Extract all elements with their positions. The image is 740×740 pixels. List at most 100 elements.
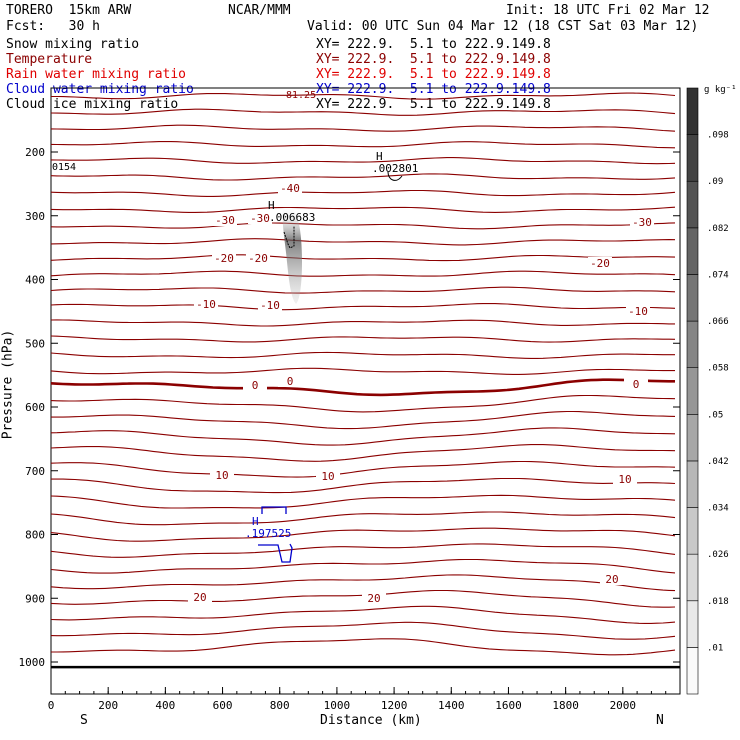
legend-snow-xy: XY= 222.9. 5.1 to 222.9.149.8 xyxy=(316,37,551,52)
colorbar-swatch xyxy=(686,227,699,275)
contour-label-bg xyxy=(278,375,302,387)
contour-label-bg xyxy=(258,299,282,311)
extremum-value: .002801 xyxy=(372,162,419,175)
isotherm xyxy=(50,460,676,478)
x-tick-label: 0 xyxy=(48,699,55,712)
colorbar-swatch xyxy=(686,600,699,648)
init-label: Init: 18 UTC Fri 02 Mar 12 xyxy=(506,3,710,18)
isotherm xyxy=(51,410,676,430)
colorbar-tick-label: .026 xyxy=(707,550,729,560)
contour-label: 10 xyxy=(618,473,631,486)
colorbar-swatch xyxy=(686,367,699,415)
isotherm xyxy=(50,140,676,149)
colorbar-swatch xyxy=(686,134,699,182)
north-label: N xyxy=(656,713,664,728)
cloud-water-contour xyxy=(258,506,293,563)
contour-label-bg xyxy=(613,473,637,485)
isotherm xyxy=(50,351,675,359)
cloud-ice-contour xyxy=(387,171,403,181)
contour-label: -20 xyxy=(214,252,234,265)
isotherm xyxy=(50,335,676,343)
colorbar-swatch xyxy=(686,274,699,322)
isotherm xyxy=(51,638,676,656)
snow-plume xyxy=(282,205,302,304)
contour-label-bg xyxy=(600,573,624,585)
zero-isotherm xyxy=(50,378,675,397)
colorbar: .01 .018 .026 .034 .042 .05 .058 .066 .074 .082 .0… xyxy=(686,87,729,695)
colorbar-tick-label: .058 xyxy=(707,364,729,374)
colorbar-tick-label: .09 xyxy=(707,177,723,187)
isotherm xyxy=(50,238,676,246)
colorbar-swatch xyxy=(686,180,699,229)
isotherm xyxy=(50,444,676,462)
contour-label-bg xyxy=(243,379,267,391)
contour-label: -30 xyxy=(632,216,652,229)
fcst-label: Fcst: 30 h xyxy=(6,19,100,34)
contour-label-bg xyxy=(188,591,212,603)
isotherm xyxy=(50,173,676,181)
contour-label-bg xyxy=(316,470,340,482)
legend-cloudice-label: Cloud ice mixing ratio xyxy=(6,97,179,112)
x-tick-label: 1800 xyxy=(552,699,579,712)
contour-label: 0 xyxy=(633,378,640,391)
colorbar-tick-label: .074 xyxy=(707,270,729,280)
legend-cloudwater-xy: XY= 222.9. 5.1 to 222.9.149.8 xyxy=(316,82,551,97)
y-tick-label: 700 xyxy=(25,465,45,478)
legend-cloudwater-label: Cloud water mixing ratio xyxy=(6,82,194,97)
contour-label-bg xyxy=(194,298,218,310)
contour-label-bg xyxy=(246,252,270,264)
x-tick-label: 400 xyxy=(155,699,175,712)
colorbar-tick-label: .05 xyxy=(707,410,723,420)
y-tick-label: 600 xyxy=(25,401,45,414)
isotherm xyxy=(50,157,676,165)
contour-label: 0 xyxy=(287,375,294,388)
contour-label: 20 xyxy=(605,573,618,586)
contour-label: 10 xyxy=(321,470,334,483)
contour-label: -20 xyxy=(248,252,268,265)
extremum-h-label: H xyxy=(376,150,383,163)
isotherm xyxy=(50,394,676,413)
isotherm xyxy=(50,303,676,311)
extremum-h-label: H xyxy=(268,199,275,212)
legend-cloudice-xy: XY= 222.9. 5.1 to 222.9.149.8 xyxy=(316,97,551,112)
valid-label: Valid: 00 UTC Sun 04 Mar 12 (18 CST Sat … xyxy=(307,19,699,34)
colorbar-swatch xyxy=(686,647,699,695)
y-axis-title: Pressure (hPa) xyxy=(0,329,16,440)
isotherm xyxy=(51,92,676,100)
contour-label-bg xyxy=(362,592,386,604)
contour-label-bg xyxy=(248,212,272,224)
colorbar-tick-label: .018 xyxy=(707,597,729,607)
x-tick-label: 600 xyxy=(213,699,233,712)
y-tick-label: 300 xyxy=(25,210,45,223)
y-tick-label: 200 xyxy=(25,146,45,159)
y-tick-label: 400 xyxy=(25,274,45,287)
contour-label: -10 xyxy=(628,305,648,318)
contour-label-bg xyxy=(213,214,237,226)
colorbar-tick-label: .042 xyxy=(707,457,729,467)
contour-label: -30 xyxy=(215,214,235,227)
isotherm xyxy=(50,527,676,542)
extremum-value: .197525 xyxy=(245,527,292,540)
contour-label-bg xyxy=(278,182,302,194)
isotherm xyxy=(50,270,676,277)
legend-temperature-xy: XY= 222.9. 5.1 to 222.9.149.8 xyxy=(316,52,551,67)
model-label: TORERO 15km ARW xyxy=(6,3,132,18)
x-tick-label: 200 xyxy=(98,699,118,712)
isotherm xyxy=(50,189,676,197)
y-tick-label: 800 xyxy=(25,529,45,542)
y-tick-label: 1000 xyxy=(19,656,46,669)
contour-label: 20 xyxy=(367,592,380,605)
contour-label-bg xyxy=(588,257,612,269)
legend-snow-label: Snow mixing ratio xyxy=(6,37,140,52)
contour-label-bg xyxy=(624,378,648,390)
fragment-label: 0154 xyxy=(52,162,77,173)
x-tick-label: 1400 xyxy=(438,699,465,712)
isotherm xyxy=(50,605,676,624)
isotherm xyxy=(50,108,676,116)
legend-rain-label: Rain water mixing ratio xyxy=(6,67,187,82)
colorbar-unit: g kg⁻¹ xyxy=(704,85,737,95)
south-label: S xyxy=(80,713,88,728)
contour-label: -40 xyxy=(280,182,300,195)
colorbar-tick-label: .034 xyxy=(707,504,729,514)
x-tick-label: 1200 xyxy=(381,699,408,712)
